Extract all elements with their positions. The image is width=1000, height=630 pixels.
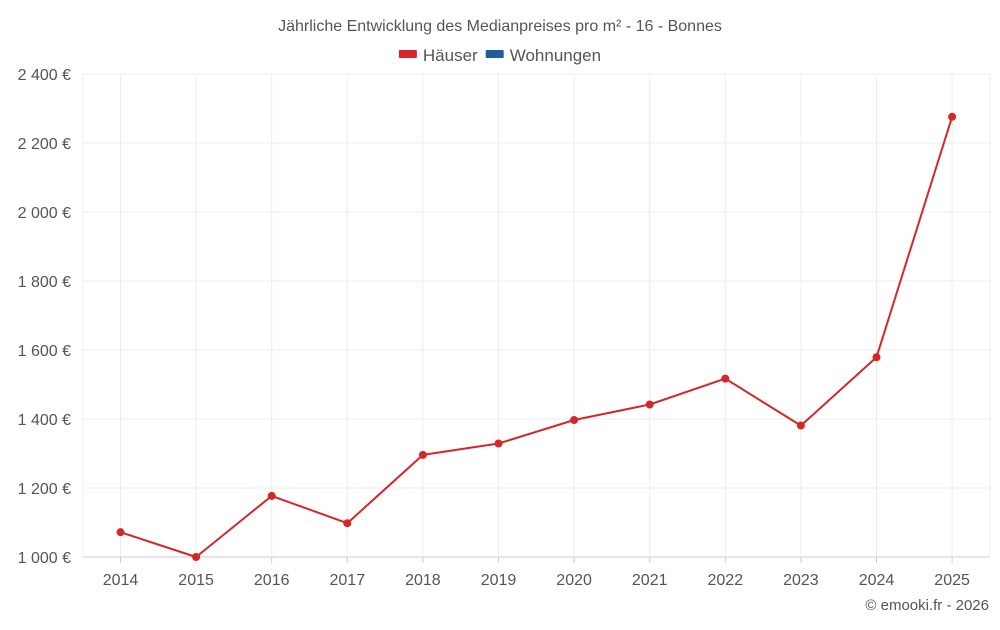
legend[interactable]: Häuser Wohnungen [398,46,601,65]
data-point[interactable] [116,528,125,537]
x-tick-label: 2020 [556,572,592,589]
y-gridlines [83,73,990,558]
x-tick-label: 2023 [783,572,819,589]
legend-swatch-häuser[interactable] [398,50,417,58]
series-line-häuser [120,116,954,558]
x-tick-label: 2018 [405,572,441,589]
copyright-text: © emooki.fr - 2026 [865,597,989,614]
y-tick-label: 1 000 € [18,550,71,567]
data-point[interactable] [570,416,579,425]
y-tick-label: 1 800 € [18,274,71,291]
y-tick-label: 1 200 € [18,481,71,498]
y-axis-tick-labels: 1 000 € 1 200 € 1 400 € 1 600 € 1 800 € 2 000… [18,67,71,567]
data-point[interactable] [418,450,427,459]
data-point[interactable] [192,553,201,561]
x-tick-label: 2017 [330,572,366,589]
data-point[interactable] [721,374,730,383]
series-points[interactable] [116,112,957,561]
y-tick-label: 1 400 € [18,412,71,429]
x-gridlines [82,74,991,563]
data-point[interactable] [872,353,881,362]
y-tick-label: 2 000 € [18,205,71,222]
data-point[interactable] [645,400,654,409]
x-tick-label: 2024 [859,572,895,589]
x-tick-label: 2014 [103,572,139,589]
x-tick-label: 2016 [254,572,290,589]
x-tick-label: 2021 [632,572,668,589]
data-point[interactable] [343,519,352,528]
data-point[interactable] [948,112,957,121]
y-tick-label: 1 600 € [18,343,71,360]
data-point[interactable] [494,439,503,448]
x-axis-tick-labels: 2014 2015 2016 2017 2018 2019 2020 2021 2022 2023… [103,572,970,589]
legend-label[interactable]: Häuser [423,46,478,65]
y-tick-label: 2 200 € [18,136,71,153]
legend-swatch-wohnungen[interactable] [485,50,504,58]
x-tick-label: 2015 [178,572,214,589]
x-tick-label: 2022 [708,572,744,589]
series-lines [120,116,954,558]
data-point[interactable] [267,491,276,500]
legend-label[interactable]: Wohnungen [510,46,601,65]
chart-title: Jährliche Entwicklung des Medianpreises … [278,18,722,35]
x-tick-label: 2025 [934,572,970,589]
y-tick-label: 2 400 € [18,67,71,84]
x-tick-label: 2019 [481,572,517,589]
data-point[interactable] [796,421,805,430]
